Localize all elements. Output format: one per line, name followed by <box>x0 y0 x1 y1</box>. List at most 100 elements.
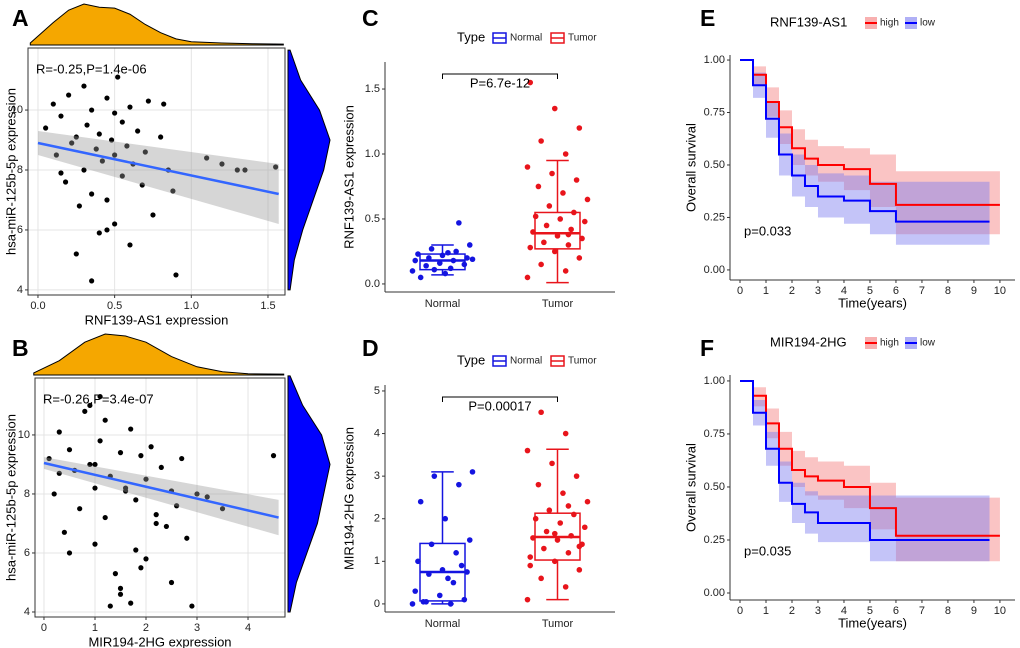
point <box>117 591 124 597</box>
legend-label: Normal <box>510 356 542 367</box>
x-tick-label: 10 <box>994 285 1006 297</box>
point <box>450 579 457 586</box>
point <box>576 125 583 131</box>
panel-label: A <box>12 5 29 31</box>
point <box>560 190 566 196</box>
legend-label: Tumor <box>568 356 597 367</box>
x-tick-label: 0.5 <box>107 300 122 312</box>
point <box>219 161 225 167</box>
point <box>84 122 90 128</box>
survival-curve <box>740 59 990 223</box>
point <box>469 469 476 475</box>
point <box>464 255 470 261</box>
legend-label: Normal <box>510 33 542 44</box>
confidence-band <box>37 131 279 224</box>
point <box>66 447 73 453</box>
point <box>551 248 558 255</box>
legend-label: high <box>880 18 899 29</box>
point <box>412 588 419 594</box>
confidence-band <box>740 380 990 562</box>
point <box>530 535 536 541</box>
x-tick-label: 1.0 <box>184 300 199 312</box>
point <box>557 520 564 526</box>
point <box>571 209 577 216</box>
point <box>77 506 83 512</box>
point <box>143 556 149 562</box>
point <box>445 575 451 582</box>
point <box>117 585 124 591</box>
annotation: R=-0.26,P=3.4e-07 <box>43 391 154 406</box>
point <box>184 535 190 541</box>
point <box>173 272 179 278</box>
x-tick-label: 6 <box>893 285 899 297</box>
point <box>524 596 531 603</box>
point <box>554 537 561 543</box>
y-tick-label: 1.00 <box>704 54 725 66</box>
point <box>119 173 125 179</box>
y-axis-title: hsa-miR-125b-5p expression <box>3 414 18 581</box>
y-tick-label: 10 <box>11 104 23 116</box>
y-tick-label: 0.50 <box>704 481 725 493</box>
y-axis-title: Overall survival <box>683 123 698 212</box>
point <box>527 244 534 251</box>
p-bracket <box>442 396 558 402</box>
point <box>66 92 72 98</box>
point <box>128 600 134 606</box>
point <box>527 562 534 569</box>
point <box>108 137 115 143</box>
point <box>112 110 118 116</box>
point <box>565 242 572 248</box>
point <box>412 257 419 264</box>
legend-title: RNF139-AS1 <box>770 14 847 29</box>
survival-curve <box>740 379 990 541</box>
x-tick-label: 1 <box>92 622 98 634</box>
panel-label: E <box>700 5 715 31</box>
y-tick-label: 4 <box>24 606 30 618</box>
legend-title: Type <box>457 352 485 367</box>
point <box>562 268 569 274</box>
point <box>81 167 87 173</box>
point <box>565 231 572 238</box>
point <box>554 233 561 239</box>
point <box>174 503 180 509</box>
x-tick-label: 4 <box>841 285 847 297</box>
point <box>104 197 110 203</box>
y-tick-label: 1.0 <box>365 148 380 160</box>
point <box>445 249 451 256</box>
point <box>557 216 564 222</box>
fit-line <box>37 141 279 196</box>
point <box>431 473 438 479</box>
point <box>112 571 118 577</box>
point <box>73 251 79 257</box>
point <box>560 490 566 496</box>
confidence-band <box>740 60 1000 239</box>
y-tick-label: 1.00 <box>704 375 725 387</box>
y-tick-label: 10 <box>18 429 30 441</box>
survival-curve <box>740 379 1000 537</box>
x-tick-label: Normal <box>425 618 460 630</box>
point <box>168 579 175 586</box>
x-tick-label: 9 <box>971 285 977 297</box>
x-tick-label: 7 <box>919 605 925 617</box>
point <box>124 143 130 149</box>
point <box>133 547 139 553</box>
panel-label: D <box>362 335 379 361</box>
y-tick-label: 0.5 <box>365 213 380 225</box>
y-tick-label: 8 <box>24 488 30 500</box>
point <box>204 155 210 161</box>
point <box>139 182 145 188</box>
y-axis-title: RNF139-AS1 expression <box>341 105 356 249</box>
x-tick-label: 3 <box>815 285 821 297</box>
point <box>527 554 534 560</box>
point <box>117 450 124 456</box>
y-density <box>287 49 331 291</box>
point <box>46 455 52 462</box>
point <box>128 426 134 432</box>
point <box>104 95 110 101</box>
point <box>92 485 98 491</box>
point <box>112 152 118 158</box>
point <box>127 242 133 248</box>
point <box>82 408 88 414</box>
point <box>535 481 542 488</box>
point <box>453 248 459 255</box>
